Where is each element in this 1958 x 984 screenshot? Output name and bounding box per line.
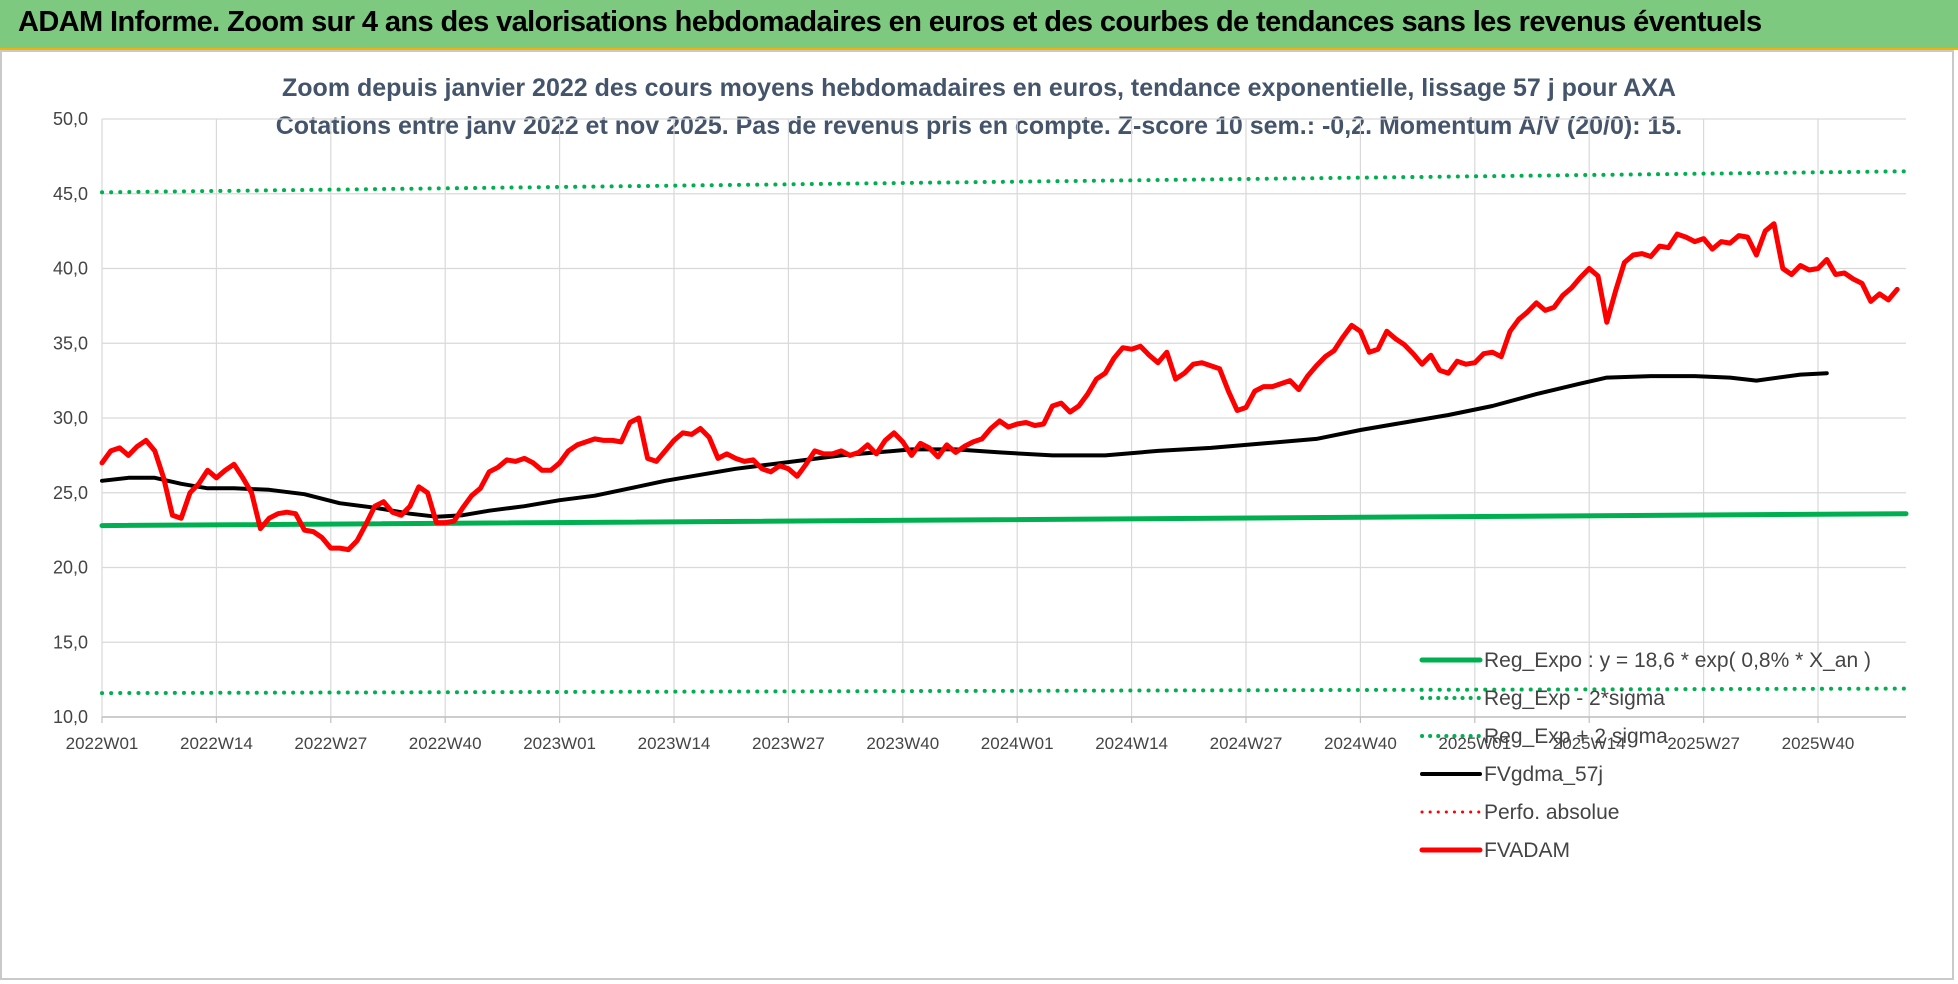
y-tick-label: 45,0 [53, 184, 88, 204]
x-tick-label: 2022W27 [294, 734, 367, 753]
x-tick-label: 2024W01 [981, 734, 1054, 753]
x-axis-ticks: 2022W01 2022W14 2022W27 2022W40 2023W01 2023W… [66, 734, 1855, 753]
legend-label: FVADAM [1484, 839, 1570, 862]
legend-label: Reg_Exp - 2*sigma [1484, 687, 1665, 710]
x-tick-label: 2024W14 [1095, 734, 1168, 753]
legend-label: Reg_Expo : y = 18,6 * exp( 0,8% * X_an ) [1484, 649, 1871, 672]
y-tick-label: 40,0 [53, 259, 88, 279]
legend-label: Perfo. absolue [1484, 801, 1619, 824]
line-chart: Zoom depuis janvier 2022 des cours moyen… [53, 74, 1909, 862]
y-tick-label: 15,0 [53, 632, 88, 652]
x-tick-label: 2025W40 [1782, 734, 1855, 753]
y-tick-label: 25,0 [53, 483, 88, 503]
x-tick-label: 2022W01 [66, 734, 139, 753]
series-line-fvadam [99, 221, 1900, 553]
y-tick-label: 10,0 [53, 707, 88, 727]
x-tick-label: 2023W14 [638, 734, 711, 753]
y-tick-label: 30,0 [53, 408, 88, 428]
x-tick-label: 2024W27 [1210, 734, 1283, 753]
x-tick-label: 2022W14 [180, 734, 253, 753]
x-tick-label: 2025W27 [1667, 734, 1740, 753]
y-tick-label: 50,0 [53, 109, 88, 129]
legend: Reg_Expo : y = 18,6 * exp( 0,8% * X_an )… [1419, 649, 1871, 862]
x-tick-label: 2023W40 [866, 734, 939, 753]
gridlines [101, 118, 1906, 723]
series-line-fvgdma-57j [100, 371, 1829, 519]
x-tick-label: 2023W01 [523, 734, 596, 753]
series-line-reg-exp-2-sigma [100, 169, 1908, 195]
y-tick-label: 20,0 [53, 558, 88, 578]
series-line-reg-exp-2-sigma [100, 686, 1908, 696]
x-tick-label: 2023W27 [752, 734, 825, 753]
chart-title-line2: Cotations entre janv 2022 et nov 2025. P… [276, 112, 1683, 140]
series-lines [99, 169, 1909, 696]
x-tick-label: 2022W40 [409, 734, 482, 753]
legend-label: Reg_Exp + 2 sigma [1484, 725, 1668, 748]
series-line-reg-expo-y-18-6-exp-0-8- [99, 511, 1909, 529]
chart-title-line1: Zoom depuis janvier 2022 des cours moyen… [282, 74, 1676, 102]
y-tick-label: 35,0 [53, 333, 88, 353]
report-banner: ADAM Informe. Zoom sur 4 ans des valoris… [0, 0, 1958, 50]
x-tick-label: 2025W01 [1438, 734, 1511, 753]
report-title: ADAM Informe. Zoom sur 4 ans des valoris… [18, 6, 1762, 38]
y-axis-ticks: 10,0 15,0 20,0 25,0 30,0 35,0 40,0 45,0 50,0 [53, 109, 88, 727]
chart-frame: Zoom depuis janvier 2022 des cours moyen… [0, 50, 1954, 980]
legend-label: FVgdma_57j [1484, 763, 1603, 786]
x-tick-label: 2024W40 [1324, 734, 1397, 753]
x-tick-label: 2025W14 [1553, 734, 1626, 753]
